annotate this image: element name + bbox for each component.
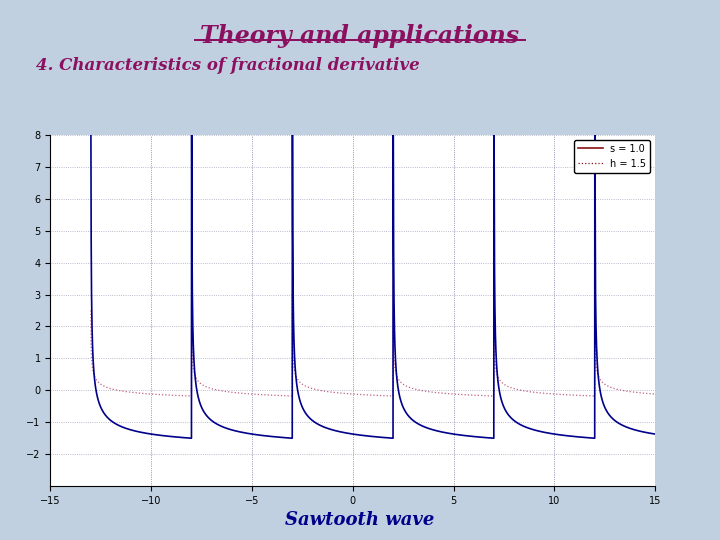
Text: Theory and applications: Theory and applications (200, 24, 520, 48)
Text: 4. Characteristics of fractional derivative: 4. Characteristics of fractional derivat… (36, 57, 420, 73)
Legend: s = 1.0, h = 1.5: s = 1.0, h = 1.5 (575, 140, 650, 172)
Text: Sawtooth wave: Sawtooth wave (285, 511, 435, 529)
